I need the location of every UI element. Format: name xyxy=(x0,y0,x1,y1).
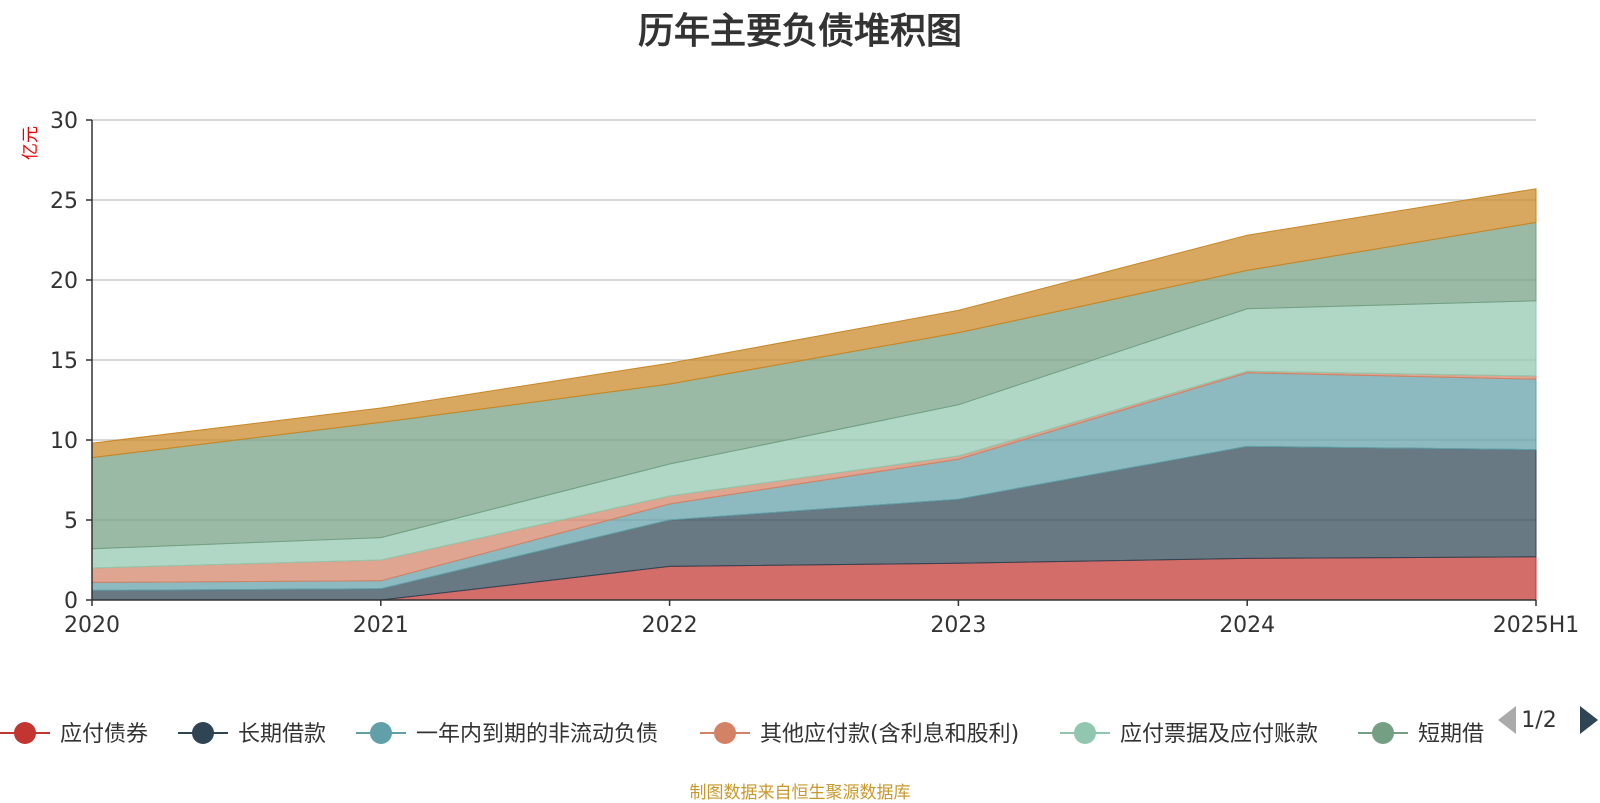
legend-label: 一年内到期的非流动负债 xyxy=(416,722,658,747)
legend-label: 短期借 xyxy=(1418,722,1484,747)
legend-circle-marker xyxy=(370,722,392,744)
y-tick-label: 5 xyxy=(64,509,78,534)
legend-item[interactable]: 其他应付款(含利息和股利) xyxy=(700,722,1019,747)
legend: 应付债券 长期借款 一年内到期的非流动负债 其他应付款(含利息和股利) 应付票据及应付账… xyxy=(0,722,1484,747)
x-tick-label: 2021 xyxy=(353,613,409,638)
x-tick-label: 2025H1 xyxy=(1493,613,1580,638)
legend-label: 应付票据及应付账款 xyxy=(1120,722,1318,747)
y-tick-label: 10 xyxy=(50,429,78,454)
legend-next-arrow-icon[interactable] xyxy=(1580,706,1598,734)
source-note: 制图数据来自恒生聚源数据库 xyxy=(689,783,911,803)
x-tick-label: 2023 xyxy=(930,613,986,638)
legend-item[interactable]: 应付债券 xyxy=(0,722,148,747)
legend-label: 应付债券 xyxy=(60,722,148,747)
y-axis-unit-label: 亿元 xyxy=(21,126,41,160)
area-series xyxy=(91,188,1537,601)
legend-circle-marker xyxy=(1372,722,1394,744)
axes: 0 5 10 15 20 25 30 2020 2021 2022 2023 2024 2025H1 xyxy=(50,109,1579,638)
legend-pager: 1/2 xyxy=(1498,706,1598,734)
y-tick-label: 25 xyxy=(50,189,78,214)
legend-label: 长期借款 xyxy=(238,722,326,747)
y-tick-label: 15 xyxy=(50,349,78,374)
legend-circle-marker xyxy=(714,722,736,744)
y-tick-label: 20 xyxy=(50,269,78,294)
y-tick-label: 30 xyxy=(50,109,78,134)
legend-item[interactable]: 长期借款 xyxy=(178,722,326,747)
x-tick-label: 2024 xyxy=(1219,613,1275,638)
legend-circle-marker xyxy=(192,722,214,744)
y-tick-label: 0 xyxy=(64,589,78,614)
legend-circle-marker xyxy=(1074,722,1096,744)
legend-prev-arrow-icon[interactable] xyxy=(1498,706,1516,734)
x-tick-label: 2020 xyxy=(64,613,120,638)
area-series-7 xyxy=(91,188,1537,459)
chart-title: 历年主要负债堆积图 xyxy=(637,11,962,52)
legend-item[interactable]: 应付票据及应付账款 xyxy=(1060,722,1318,747)
legend-page-indicator: 1/2 xyxy=(1521,708,1556,733)
legend-item[interactable]: 短期借 xyxy=(1358,722,1484,747)
legend-label: 其他应付款(含利息和股利) xyxy=(760,722,1019,747)
legend-item[interactable]: 一年内到期的非流动负债 xyxy=(356,722,658,747)
x-tick-label: 2022 xyxy=(642,613,698,638)
legend-circle-marker xyxy=(14,722,36,744)
